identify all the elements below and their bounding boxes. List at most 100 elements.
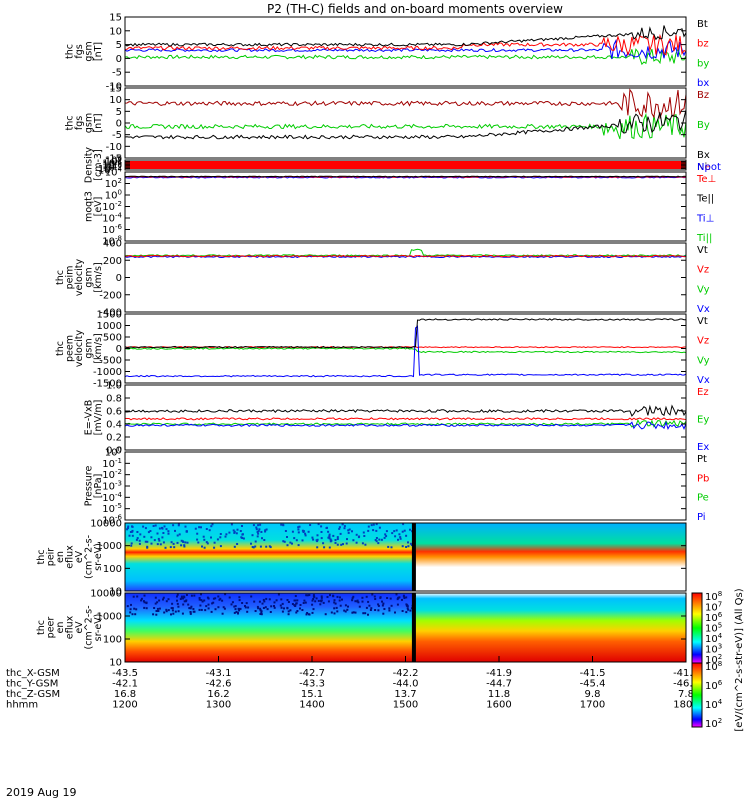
peer-speckle [237, 607, 240, 610]
peer-speckle [154, 602, 157, 605]
peer-speckle [354, 611, 357, 614]
ylabel-line: gsm [84, 113, 95, 133]
ylabel-line: [nT] [93, 113, 104, 132]
peir-speckle [177, 524, 180, 527]
peir-speckle [163, 525, 166, 528]
peer-speckle [247, 606, 250, 609]
peer-speckle [156, 601, 159, 604]
trace-vt [124, 318, 687, 349]
peir-speckle [317, 523, 320, 526]
ytick-label: 15 [109, 13, 122, 24]
trace-vz-e [124, 417, 687, 421]
ytick-label: 100 [105, 155, 122, 168]
peer-speckle [315, 597, 318, 600]
peir-speckle [156, 532, 159, 535]
ytick-label: 10 [109, 26, 122, 37]
peir-speckle [370, 524, 373, 527]
peir-speckle [291, 542, 293, 545]
peir-speckle [256, 535, 259, 538]
peer-speckle [129, 611, 132, 614]
peer-speckle [198, 608, 201, 611]
peir-speckle [162, 532, 165, 534]
ytick-label: 0 [116, 54, 122, 65]
peer-speckle [344, 610, 347, 613]
ytick-label: -10 [106, 142, 122, 153]
peer-speckle [333, 599, 336, 602]
peir-speckle [206, 542, 209, 545]
peer-speckle [234, 608, 237, 611]
ylabel-line: [nPa] [93, 474, 104, 499]
peer-speckle [365, 606, 368, 609]
peir-speckle [323, 546, 326, 549]
peer-speckle [260, 613, 263, 616]
peir-speckle [407, 541, 409, 544]
peir-speckle [302, 531, 305, 533]
peir-speckle [315, 539, 318, 542]
ylabel-line: fgs [74, 44, 85, 58]
peir-speckle [372, 529, 375, 532]
colorbar-label: [eV/(cm^2-s-str-eV)] (All Qs) [734, 588, 745, 731]
xaxis-value: 16.8 [114, 689, 136, 700]
peir-speckle [387, 545, 390, 548]
peir-speckle [251, 534, 254, 537]
peer-speckle [329, 594, 331, 597]
peer-speckle [308, 613, 311, 616]
peir-speckle [399, 537, 402, 540]
peir-speckle [241, 533, 244, 536]
panel-8-content [124, 523, 687, 591]
ylabel-line: en [55, 551, 66, 563]
peir-speckle [139, 533, 142, 536]
peer-speckle [296, 599, 299, 602]
peir-speckle [241, 525, 243, 527]
ytick-label: 0.2 [106, 433, 122, 444]
peer-speckle [262, 598, 265, 601]
ylabel-line: thc [65, 44, 76, 59]
peir-speckle [131, 534, 134, 537]
peer-speckle [368, 604, 371, 607]
legend-by: by [697, 58, 709, 69]
peer-speckle [362, 612, 365, 615]
peer-speckle [406, 607, 409, 610]
peir-speckle [304, 534, 307, 537]
peir-speckle [149, 530, 152, 532]
peir-speckle [152, 525, 155, 527]
peir-speckle [293, 537, 296, 540]
peir-speckle [297, 531, 300, 534]
peer-speckle [281, 610, 284, 613]
peir-speckle [316, 546, 319, 549]
panel-3-frame [124, 171, 687, 242]
xaxis-row-label: hhmm [6, 700, 38, 711]
peir-speckle [257, 530, 260, 533]
peer-speckle [258, 600, 261, 603]
xaxis-value: 1600 [486, 700, 511, 711]
xaxis-value: 7.8 [678, 689, 694, 700]
peir-speckle [250, 542, 252, 545]
ytick-label: 10 [109, 587, 122, 598]
ylabel-line: [mV/m] [93, 400, 104, 436]
panel-2-frame [124, 159, 687, 171]
peir-speckle [203, 546, 206, 549]
peir-speckle [399, 536, 402, 539]
ylabel-line: [km/s] [93, 333, 104, 363]
trace-vx-e [124, 420, 687, 430]
peer-speckle [305, 594, 308, 597]
peir-speckle [336, 536, 339, 539]
peir-speckle [355, 541, 358, 544]
peer-speckle [200, 593, 202, 596]
xaxis-row-label: thc_X-GSM [6, 668, 60, 679]
peer-speckle [301, 609, 304, 611]
peir-speckle [282, 540, 285, 543]
peir-speckle [228, 531, 231, 534]
peir-speckle [372, 523, 375, 526]
peir-speckle [336, 538, 339, 540]
ytick-label: -15 [106, 154, 122, 165]
colorbar-tick: 106 [705, 611, 723, 624]
peir-speckle [311, 536, 314, 539]
peer-speckle [260, 611, 263, 614]
peer-speckle [305, 613, 308, 616]
peir-speckle [213, 546, 216, 549]
peer-speckle [176, 595, 178, 598]
peir-speckle [322, 542, 325, 545]
ytick-label: 15 [109, 84, 122, 95]
